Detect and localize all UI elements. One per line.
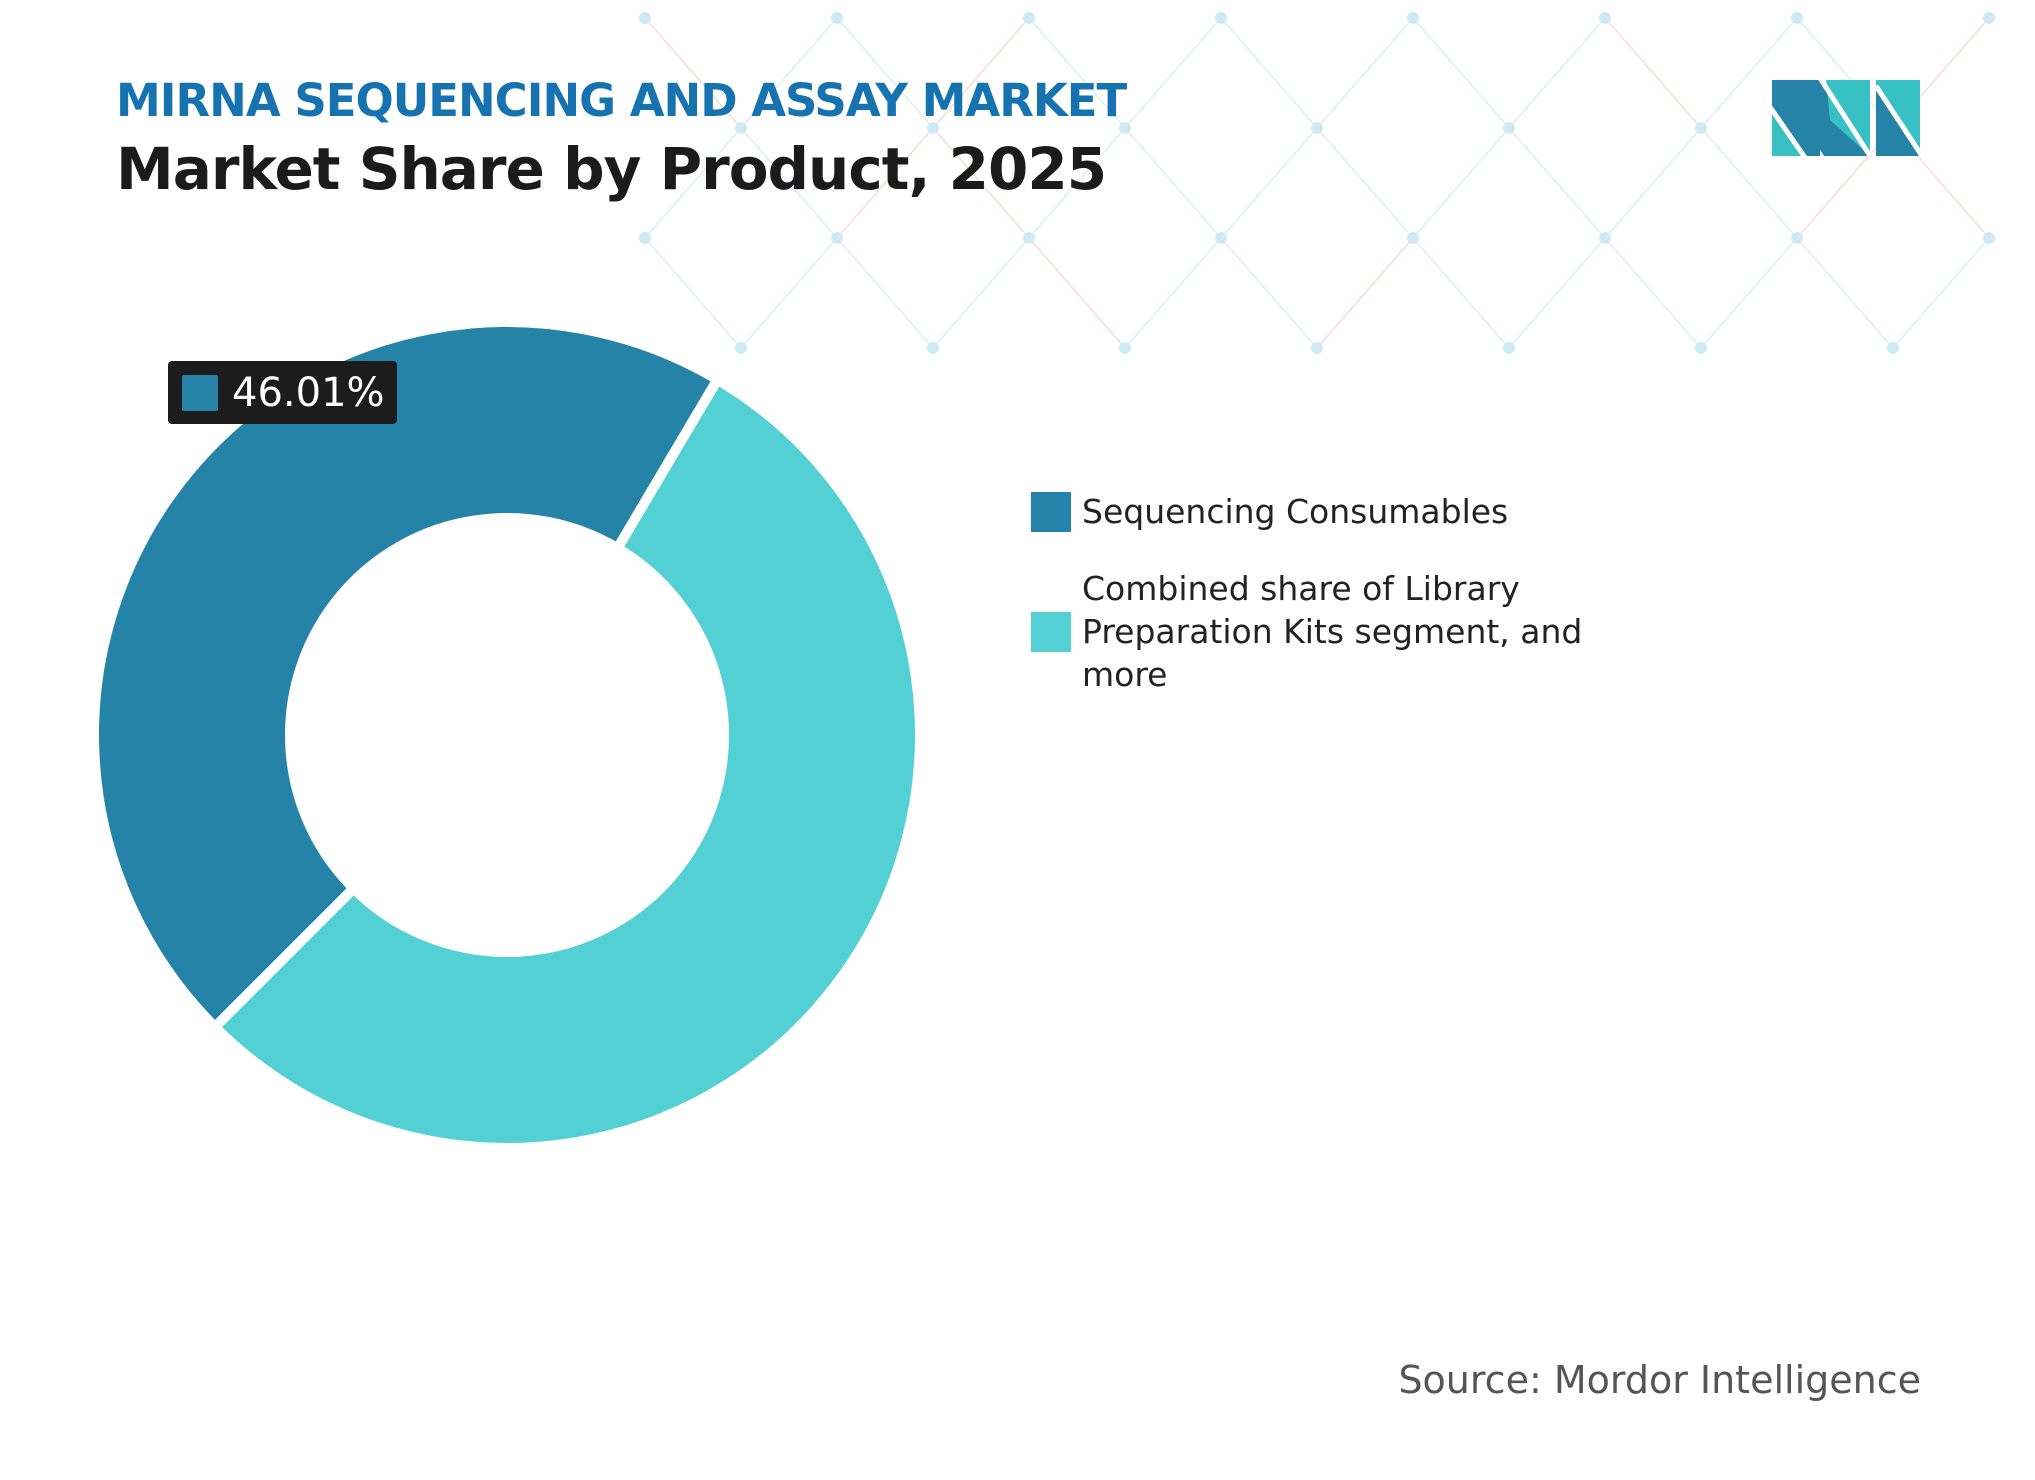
network-line: [1892, 237, 1990, 349]
legend-swatch: [1031, 491, 1071, 532]
network-line: [1604, 127, 1702, 239]
network-line: [644, 17, 742, 129]
legend-label: Combined share of Library Preparation Ki…: [1082, 569, 1583, 694]
network-line: [740, 17, 838, 129]
source-note: Source: Mordor Intelligence: [1398, 1358, 1921, 1402]
network-line: [1412, 127, 1510, 239]
network-line: [836, 237, 934, 349]
network-line: [1220, 237, 1318, 349]
network-line: [1316, 17, 1414, 129]
network-line: [644, 237, 742, 349]
network-line: [932, 127, 1030, 239]
network-line: [932, 237, 1030, 349]
network-dot: [1119, 122, 1131, 134]
network-dot: [1983, 12, 1995, 24]
network-dot: [927, 122, 939, 134]
network-line: [1316, 237, 1414, 349]
network-dot: [1215, 232, 1227, 244]
network-line: [1700, 127, 1798, 239]
network-line: [1028, 127, 1126, 239]
network-line: [1124, 17, 1222, 129]
network-dot: [1119, 342, 1131, 354]
network-line: [1700, 237, 1798, 349]
network-line: [1412, 237, 1510, 349]
network-line: [1316, 127, 1414, 239]
network-dot: [1215, 12, 1227, 24]
label-swatch: [182, 374, 218, 411]
network-line: [1508, 17, 1606, 129]
network-line: [1028, 237, 1126, 349]
network-dot: [1791, 232, 1803, 244]
network-line: [740, 237, 838, 349]
donut-slice-0: [89, 317, 725, 1035]
legend-swatch: [1031, 611, 1071, 652]
data-label-sequencing-consumables: 46.01%: [168, 361, 397, 424]
network-dot: [735, 122, 747, 134]
legend: Sequencing Consumables Combined share of…: [1031, 490, 1651, 730]
network-dot: [639, 232, 651, 244]
network-line: [1220, 17, 1318, 129]
network-line: [1604, 17, 1702, 129]
donut-slice-1: [207, 372, 925, 1153]
network-dot: [1695, 342, 1707, 354]
network-dot: [1983, 232, 1995, 244]
network-dot: [1311, 122, 1323, 134]
network-dot: [1503, 342, 1515, 354]
legend-item-sequencing-consumables: Sequencing Consumables: [1031, 490, 1651, 533]
network-line: [836, 17, 934, 129]
network-dot: [1599, 232, 1611, 244]
network-dot: [1407, 12, 1419, 24]
network-dot: [1791, 12, 1803, 24]
network-line: [932, 17, 1030, 129]
network-dot: [927, 342, 939, 354]
network-line: [1220, 127, 1318, 239]
network-dot: [1695, 122, 1707, 134]
network-dot: [1503, 122, 1515, 134]
network-line: [1028, 17, 1126, 129]
network-line: [740, 127, 838, 239]
network-dot: [639, 12, 651, 24]
network-line: [1508, 237, 1606, 349]
network-line: [1700, 17, 1798, 129]
network-dot: [1311, 342, 1323, 354]
chart-title: MIRNA SEQUENCING AND ASSAY MARKET: [116, 74, 1127, 127]
chart-subtitle: Market Share by Product, 2025: [116, 135, 1107, 203]
network-dot: [735, 342, 747, 354]
network-dot: [831, 12, 843, 24]
network-line: [1508, 127, 1606, 239]
network-dot: [1407, 232, 1419, 244]
network-line: [644, 127, 742, 239]
network-line: [1604, 237, 1702, 349]
network-line: [836, 127, 934, 239]
mordor-logo: [1772, 80, 1920, 156]
data-label-text: 46.01%: [232, 369, 385, 416]
network-line: [1124, 237, 1222, 349]
network-dot: [1887, 342, 1899, 354]
network-line: [1412, 17, 1510, 129]
network-dot: [831, 232, 843, 244]
legend-item-combined-share: Combined share of Library Preparation Ki…: [1031, 567, 1651, 696]
network-dot: [1023, 12, 1035, 24]
network-dot: [1599, 12, 1611, 24]
network-dot: [1023, 232, 1035, 244]
legend-label: Sequencing Consumables: [1082, 492, 1509, 531]
network-line: [1796, 237, 1894, 349]
network-line: [1124, 127, 1222, 239]
